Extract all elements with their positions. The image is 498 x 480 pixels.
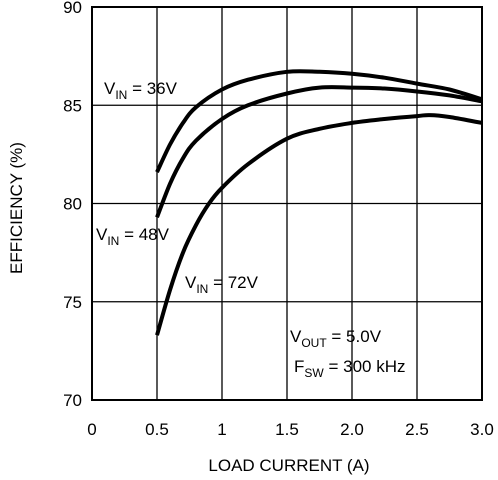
y-tick-label: 70 <box>63 391 82 410</box>
y-tick-label: 75 <box>63 293 82 312</box>
series-group <box>155 69 483 336</box>
grid <box>92 7 482 400</box>
y-axis-title: EFFICIENCY (%) <box>7 142 26 274</box>
fsw-annotation: FSW = 300 kHz <box>294 357 405 380</box>
vout-annotation: VOUT = 5.0V <box>290 327 382 350</box>
x-tick-label: 2.0 <box>340 420 364 439</box>
series-label-48v: VIN = 48V <box>96 225 170 248</box>
y-tick-label: 80 <box>63 195 82 214</box>
x-tick-labels: 0 0.5 1 1.5 2.0 2.5 3.0 <box>87 420 494 439</box>
series-line-48v <box>155 85 483 219</box>
x-tick-label: 0.5 <box>145 420 169 439</box>
x-tick-label: 2.5 <box>405 420 429 439</box>
x-tick-label: 1 <box>217 420 226 439</box>
x-tick-label: 1.5 <box>275 420 299 439</box>
x-tick-label: 0 <box>87 420 96 439</box>
x-axis-title: LOAD CURRENT (A) <box>208 456 369 475</box>
x-tick-label: 3.0 <box>470 420 494 439</box>
y-tick-labels: 70 75 80 85 90 <box>63 0 82 410</box>
series-line-36v <box>155 69 483 173</box>
series-label-36v: VIN = 36V <box>104 79 178 102</box>
y-tick-label: 85 <box>63 96 82 115</box>
y-tick-label: 90 <box>63 0 82 17</box>
plot-frame <box>91 6 483 401</box>
series-label-72v: VIN = 72V <box>185 273 259 296</box>
series-line-72v <box>155 113 483 336</box>
